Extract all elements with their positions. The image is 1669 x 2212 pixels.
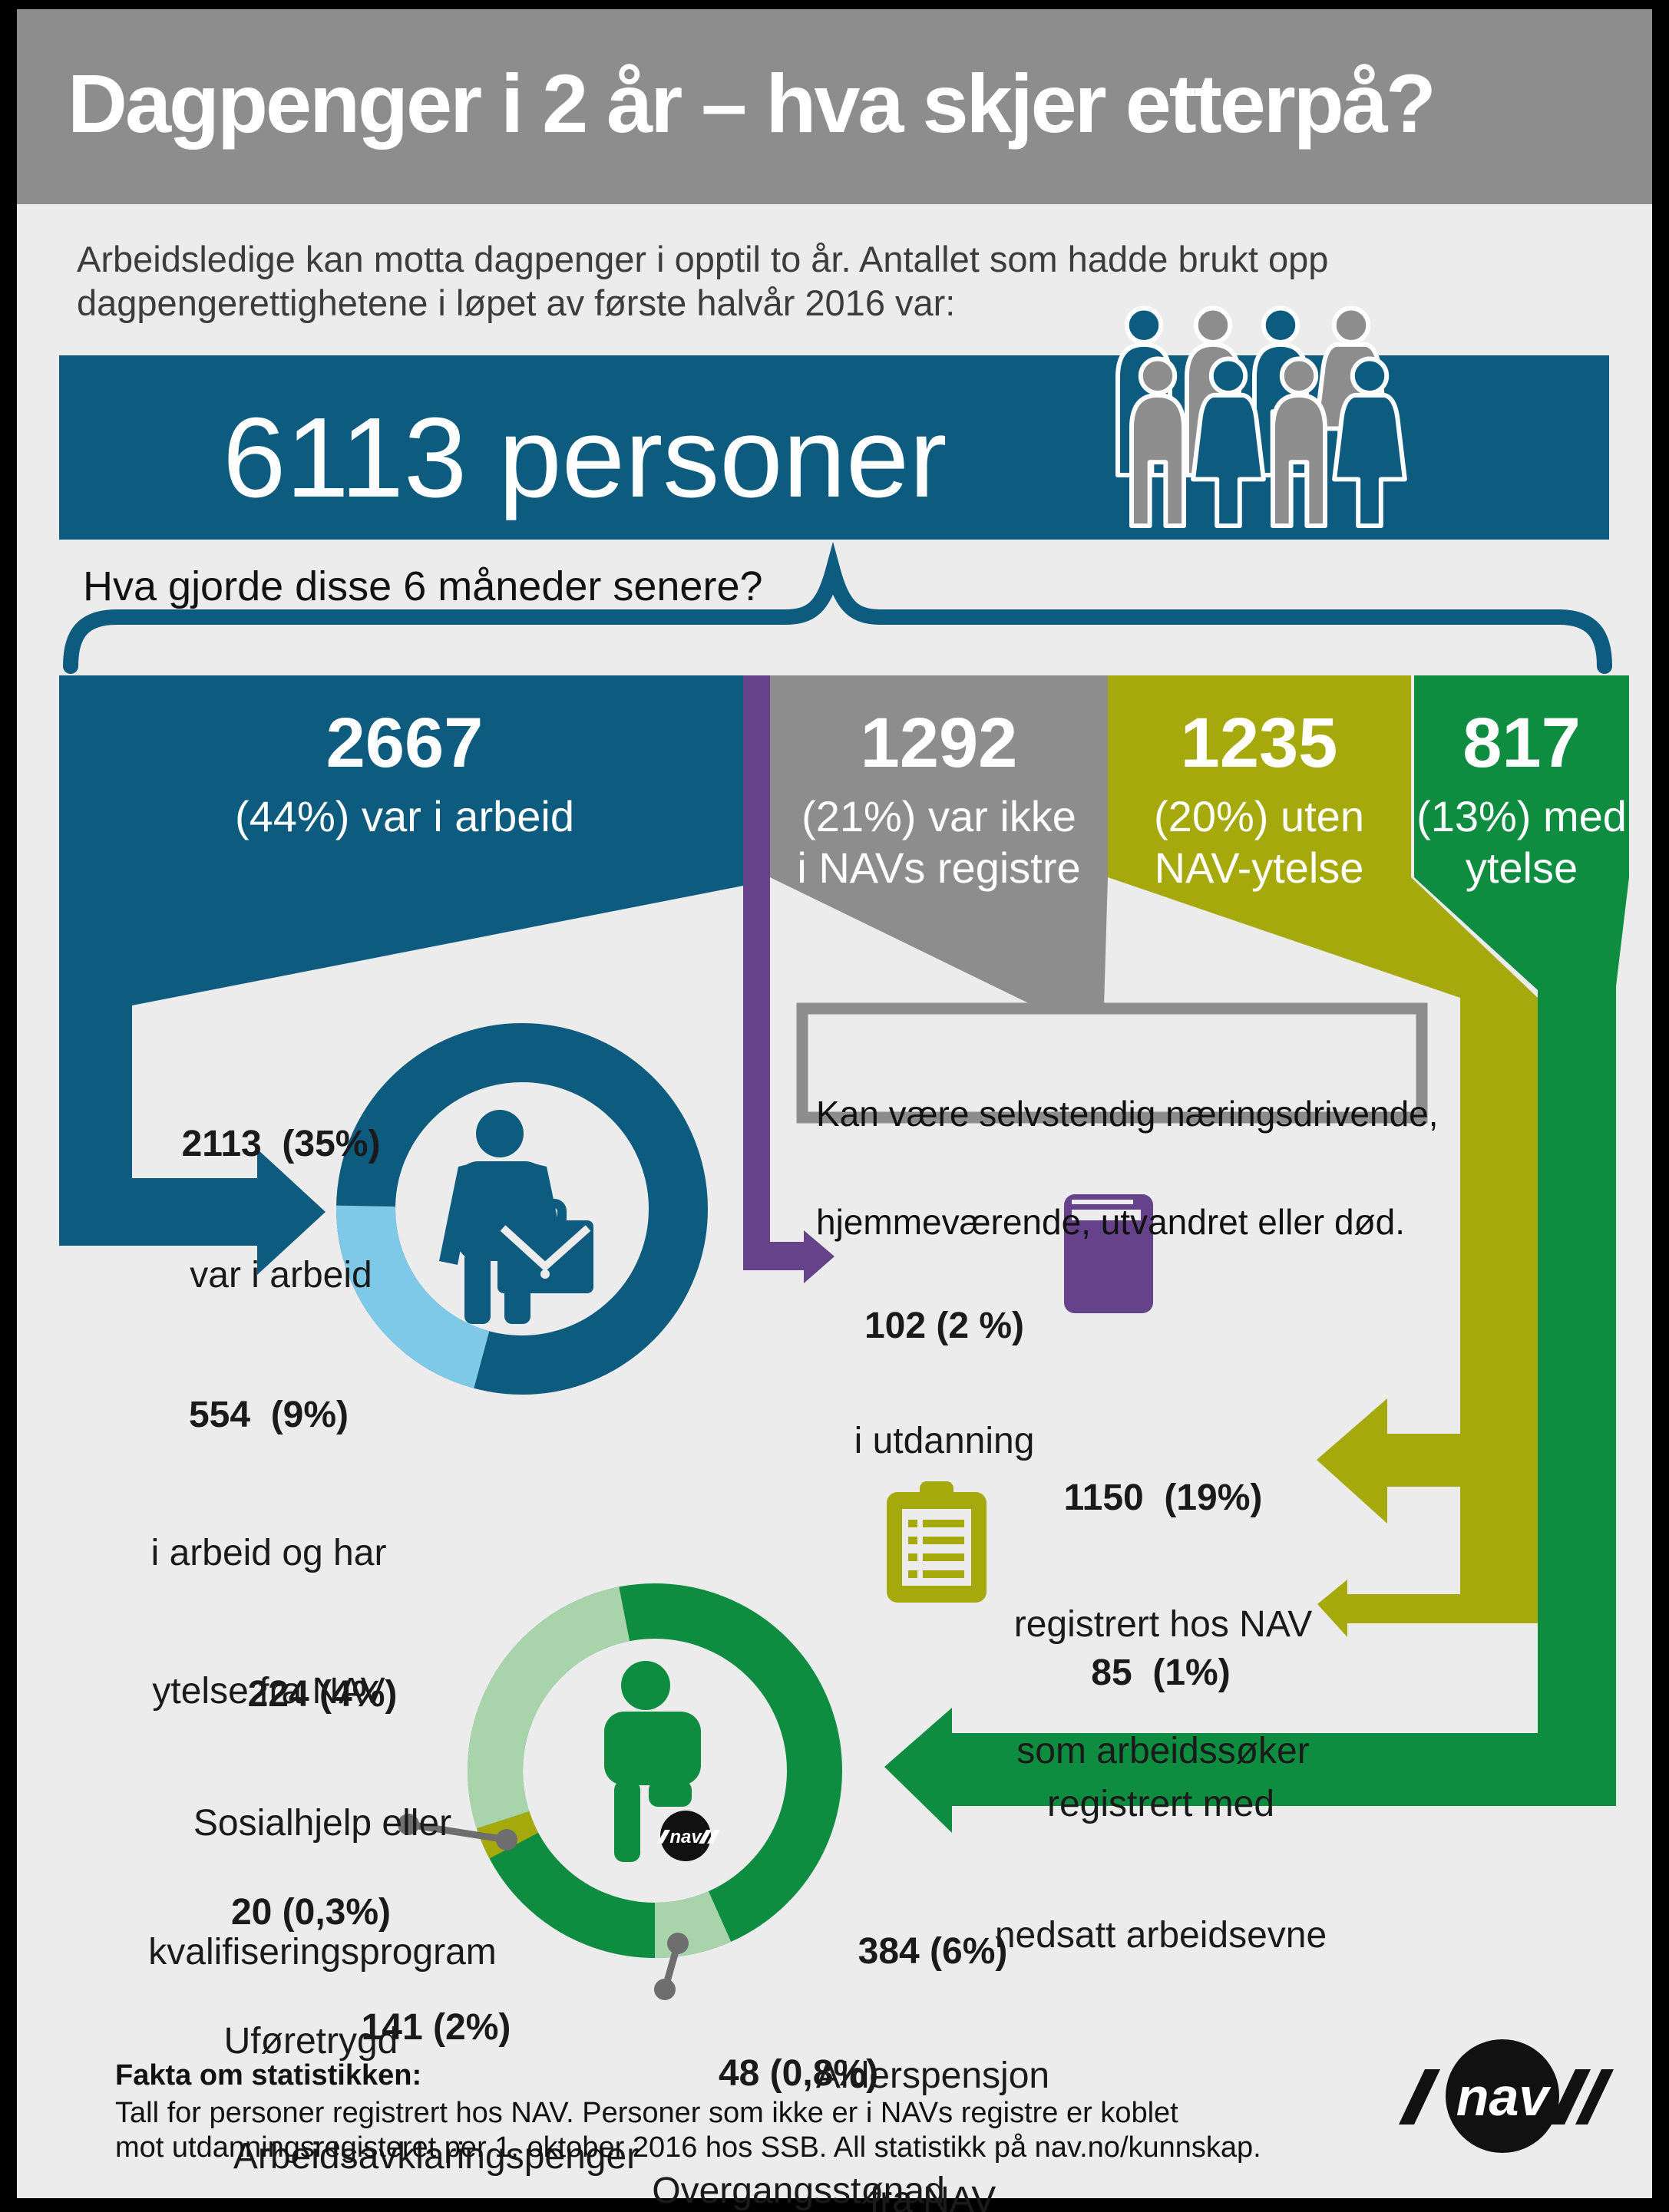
label-20-text: Uføretrygd [223,2021,398,2062]
note-box-line-1: Kan være selvstendig næringsdrivende, [816,1094,1439,1134]
label-224: 224 (4%) Sosialhjelp eller kvalifisering… [148,1587,497,2060]
label-141-value: 141 (2%) [361,2007,511,2048]
note-box-line-2: hjemmeværende, utvandret eller død. [816,1202,1406,1242]
column-blue-value: 2667 [326,704,484,782]
label-384-value: 384 (6%) [858,1931,1008,1972]
label-48: 48 (0,8%) Overgangsstønad [652,1976,945,2212]
label-224-text-1: Sosialhjelp eller [193,1803,452,1844]
column-green-label-1: (13%) med [1416,792,1627,840]
label-2113: 2113 (35%) var i arbeid [182,1035,381,1385]
column-blue-label: (44%) var i arbeid [235,792,574,840]
label-48-value: 48 (0,8%) [718,2053,879,2094]
header-band [17,9,1652,204]
note-box-text: Kan være selvstendig næringsdrivende, hj… [816,1024,1439,1312]
label-224-value: 224 (4%) [247,1674,398,1715]
column-gray-label-2: i NAVs registre [797,844,1081,892]
label-2113-value: 2113 (35%) [181,1124,381,1164]
label-554-text-2: ytelse fra NAV [152,1671,385,1712]
column-olive-label-2: NAV-ytelse [1154,844,1364,892]
label-20: 20 (0,3%) Uføretrygd [224,1805,398,2149]
intro-line-2: dagpengerettighetene i løpet av første h… [77,282,956,323]
label-1150-value: 1150 (19%) [1063,1477,1263,1518]
label-85-value: 85 (1%) [1091,1652,1231,1693]
label-102-text: i utdanning [854,1421,1035,1461]
label-384-text-2: fra NAV [869,2180,996,2212]
column-gray-label-1: (21%) var ikke [801,792,1076,840]
footer-line-1: Tall for personer registrert hos NAV. Pe… [115,2097,1178,2129]
label-48-text: Overgangsstønad [652,2171,945,2211]
label-1150-text-2: som arbeidssøker [1016,1731,1310,1771]
label-141-text: Arbeidsavklaringspenger [233,2136,640,2177]
label-102-value: 102 (2 %) [864,1306,1025,1346]
label-1150: 1150 (19%) registrert hos NAV som arbeid… [1014,1392,1313,1857]
column-green-value: 817 [1462,704,1581,782]
label-102: 102 (2 %) i utdanning [854,1230,1035,1537]
column-gray-value: 1292 [860,704,1018,782]
label-85-text-1: registrert med [1046,1784,1275,1824]
question-text: Hva gjorde disse 6 måneder senere? [83,563,763,609]
label-224-text-2: kvalifiseringsprogram [148,1932,497,1973]
column-olive-value: 1235 [1180,704,1338,782]
label-554-value: 554 (9%) [188,1395,349,1435]
total-count: 6113 personer [223,395,947,521]
footer-heading: Fakta om statistikken: [115,2059,422,2091]
label-2113-text: var i arbeid [190,1255,372,1296]
label-85: 85 (1%) registrert med nedsatt arbeidsev… [995,1563,1327,2045]
label-141: 141 (2%) Arbeidsavklaringspenger [233,1920,639,2212]
label-384: 384 (6%) Alderspensjon fra NAV [816,1848,1049,2212]
label-1150-text-1: registrert hos NAV [1013,1604,1313,1645]
footer-line-2: mot utdanningsregisteret per 1. oktober … [115,2131,1261,2164]
column-olive-label-1: (20%) uten [1154,792,1364,840]
label-384-text-1: Alderspensjon [815,2055,1050,2096]
page-title: Dagpenger i 2 år – hva skjer etterpå? [68,57,1436,150]
column-green-label-2: ytelse [1465,844,1578,892]
label-20-value: 20 (0,3%) [230,1892,392,1933]
label-85-text-2: nedsatt arbeidsevne [994,1915,1327,1956]
label-554: 554 (9%) i arbeid og har ytelse fra NAV [151,1300,387,1807]
intro-line-1: Arbeidsledige kan motta dagpenger i oppt… [77,239,1329,279]
label-554-text-1: i arbeid og har [150,1533,387,1573]
